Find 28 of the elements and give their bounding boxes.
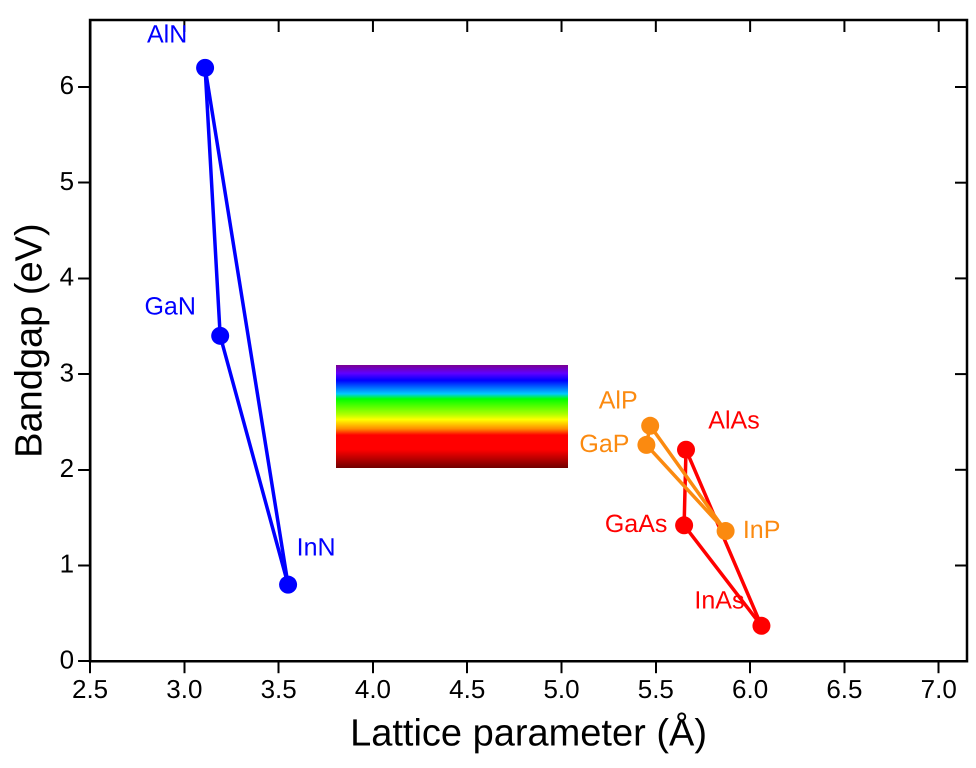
- y-tick-label: 4: [60, 262, 74, 292]
- x-tick-label: 6.5: [826, 674, 862, 704]
- x-tick-label: 6.0: [732, 674, 768, 704]
- x-tick-label: 7.0: [920, 674, 957, 704]
- annotation: GaAs: [604, 510, 668, 538]
- annotation: AlAs: [708, 406, 760, 435]
- x-tick-label: 3.5: [260, 674, 297, 704]
- annotation: InAs: [694, 586, 744, 615]
- annotation: InP: [742, 516, 780, 544]
- x-tick-label: 5.0: [543, 674, 580, 704]
- y-tick-label: 1: [60, 548, 74, 579]
- y-axis-title: Bandgap (eV): [8, 223, 50, 458]
- y-tick-label: 0: [60, 644, 74, 674]
- y-tick-label: 3: [60, 357, 74, 388]
- annotation: AlN: [146, 20, 188, 49]
- y-tick-label: 2: [60, 452, 74, 483]
- y-tick-label: 5: [60, 166, 74, 196]
- y-tick-label: 6: [60, 70, 74, 100]
- x-tick-label: 4.0: [354, 674, 392, 704]
- x-axis-title: Lattice parameter (Å): [350, 712, 707, 755]
- annotation: GaN: [144, 292, 196, 321]
- annotation: InN: [296, 534, 336, 562]
- x-tick-label: 3.0: [166, 674, 202, 704]
- x-tick-label: 5.5: [638, 674, 674, 704]
- annotation: GaP: [579, 430, 630, 458]
- x-tick-label: 2.5: [72, 674, 108, 704]
- x-tick-label: 4.5: [449, 674, 486, 704]
- annotation: AlP: [598, 386, 638, 415]
